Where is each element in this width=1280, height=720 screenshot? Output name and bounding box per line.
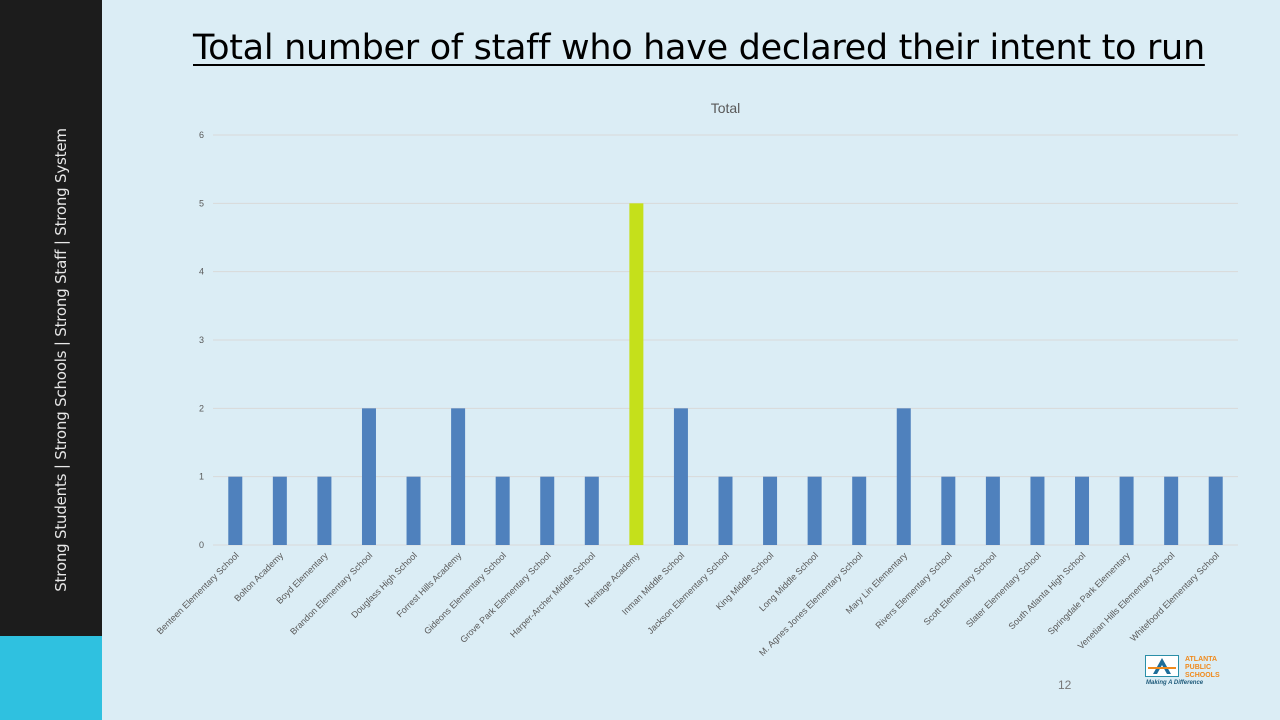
page-number: 12 bbox=[1058, 678, 1072, 692]
y-tick-label-2: 2 bbox=[199, 403, 204, 413]
bar-king-middle-school bbox=[763, 476, 778, 545]
bar-bolton-academy bbox=[272, 476, 287, 545]
x-tick-label-benteen-elementary-school: Benteen Elementary School bbox=[155, 550, 241, 636]
bar-brandon-elementary-school bbox=[361, 408, 376, 545]
x-tick-label-rivers-elementary-school: Rivers Elementary School bbox=[873, 550, 953, 630]
bar-forrest-hills-academy bbox=[451, 408, 466, 545]
sidebar: Strong Students | Strong Schools | Stron… bbox=[0, 0, 102, 636]
x-tick-label-harper-archer-middle-school: Harper-Archer Middle School bbox=[508, 550, 597, 639]
bar-whitefoord-elementary-school bbox=[1208, 476, 1223, 545]
bar-scott-elementary-school bbox=[985, 476, 1000, 545]
y-tick-label-0: 0 bbox=[199, 540, 204, 550]
x-tick-label-venetian-hills-elementary-school: Venetian Hills Elementary School bbox=[1076, 550, 1177, 651]
x-tick-label-springdale-park-elementary: Springdale Park Elementary bbox=[1046, 550, 1133, 637]
x-tick-label-scott-elementary-school: Scott Elementary School bbox=[922, 550, 999, 627]
bar-long-middle-school bbox=[807, 476, 822, 545]
atlanta-public-schools-logo: ATLANTA PUBLIC SCHOOLS Making A Differen… bbox=[1145, 655, 1235, 689]
logo-text: ATLANTA PUBLIC SCHOOLS bbox=[1185, 656, 1220, 679]
bar-jackson-elementary-school bbox=[718, 476, 733, 545]
bar-douglass-high-school bbox=[406, 476, 421, 545]
x-tick-label-whitefoord-elementary-school: Whitefoord Elementary School bbox=[1128, 550, 1221, 643]
bar-slater-elementary-school bbox=[1030, 476, 1045, 545]
x-tick-label-jackson-elementary-school: Jackson Elementary School bbox=[645, 550, 731, 636]
y-tick-label-4: 4 bbox=[199, 267, 204, 277]
bar-south-atlanta-high-school bbox=[1075, 476, 1090, 545]
logo-mark-icon bbox=[1145, 655, 1179, 677]
x-tick-label-gideons-elementary-school: Gideons Elementary School bbox=[422, 550, 508, 636]
bar-m-agnes-jones-elementary-school bbox=[852, 476, 867, 545]
bar-heritage-academy bbox=[629, 203, 644, 546]
bar-harper-archer-middle-school bbox=[584, 476, 599, 545]
y-tick-label-6: 6 bbox=[199, 130, 204, 140]
bar-boyd-elementary bbox=[317, 476, 332, 545]
bar-gideons-elementary-school bbox=[495, 476, 510, 545]
x-tick-label-slater-elementary-school: Slater Elementary School bbox=[964, 550, 1043, 629]
x-tick-label-grove-park-elementary-school: Grove Park Elementary School bbox=[458, 550, 552, 644]
x-tick-label-south-atlanta-high-school: South Atlanta High School bbox=[1006, 550, 1087, 631]
bar-venetian-hills-elementary-school bbox=[1164, 476, 1179, 545]
bar-rivers-elementary-school bbox=[941, 476, 956, 545]
bar-benteen-elementary-school bbox=[228, 476, 243, 545]
y-tick-label-5: 5 bbox=[199, 198, 204, 208]
slide-title: Total number of staff who have declared … bbox=[193, 28, 1205, 68]
x-tick-label-brandon-elementary-school: Brandon Elementary School bbox=[288, 550, 374, 636]
bar-grove-park-elementary-school bbox=[540, 476, 555, 545]
y-tick-label-1: 1 bbox=[199, 472, 204, 482]
sidebar-accent-block bbox=[0, 636, 102, 720]
bar-mary-lin-elementary bbox=[896, 408, 911, 545]
bar-inman-middle-school bbox=[673, 408, 688, 545]
chart-title: Total bbox=[711, 100, 741, 116]
bar-springdale-park-elementary bbox=[1119, 476, 1134, 545]
y-tick-label-3: 3 bbox=[199, 335, 204, 345]
logo-tagline: Making A Difference bbox=[1146, 680, 1204, 686]
